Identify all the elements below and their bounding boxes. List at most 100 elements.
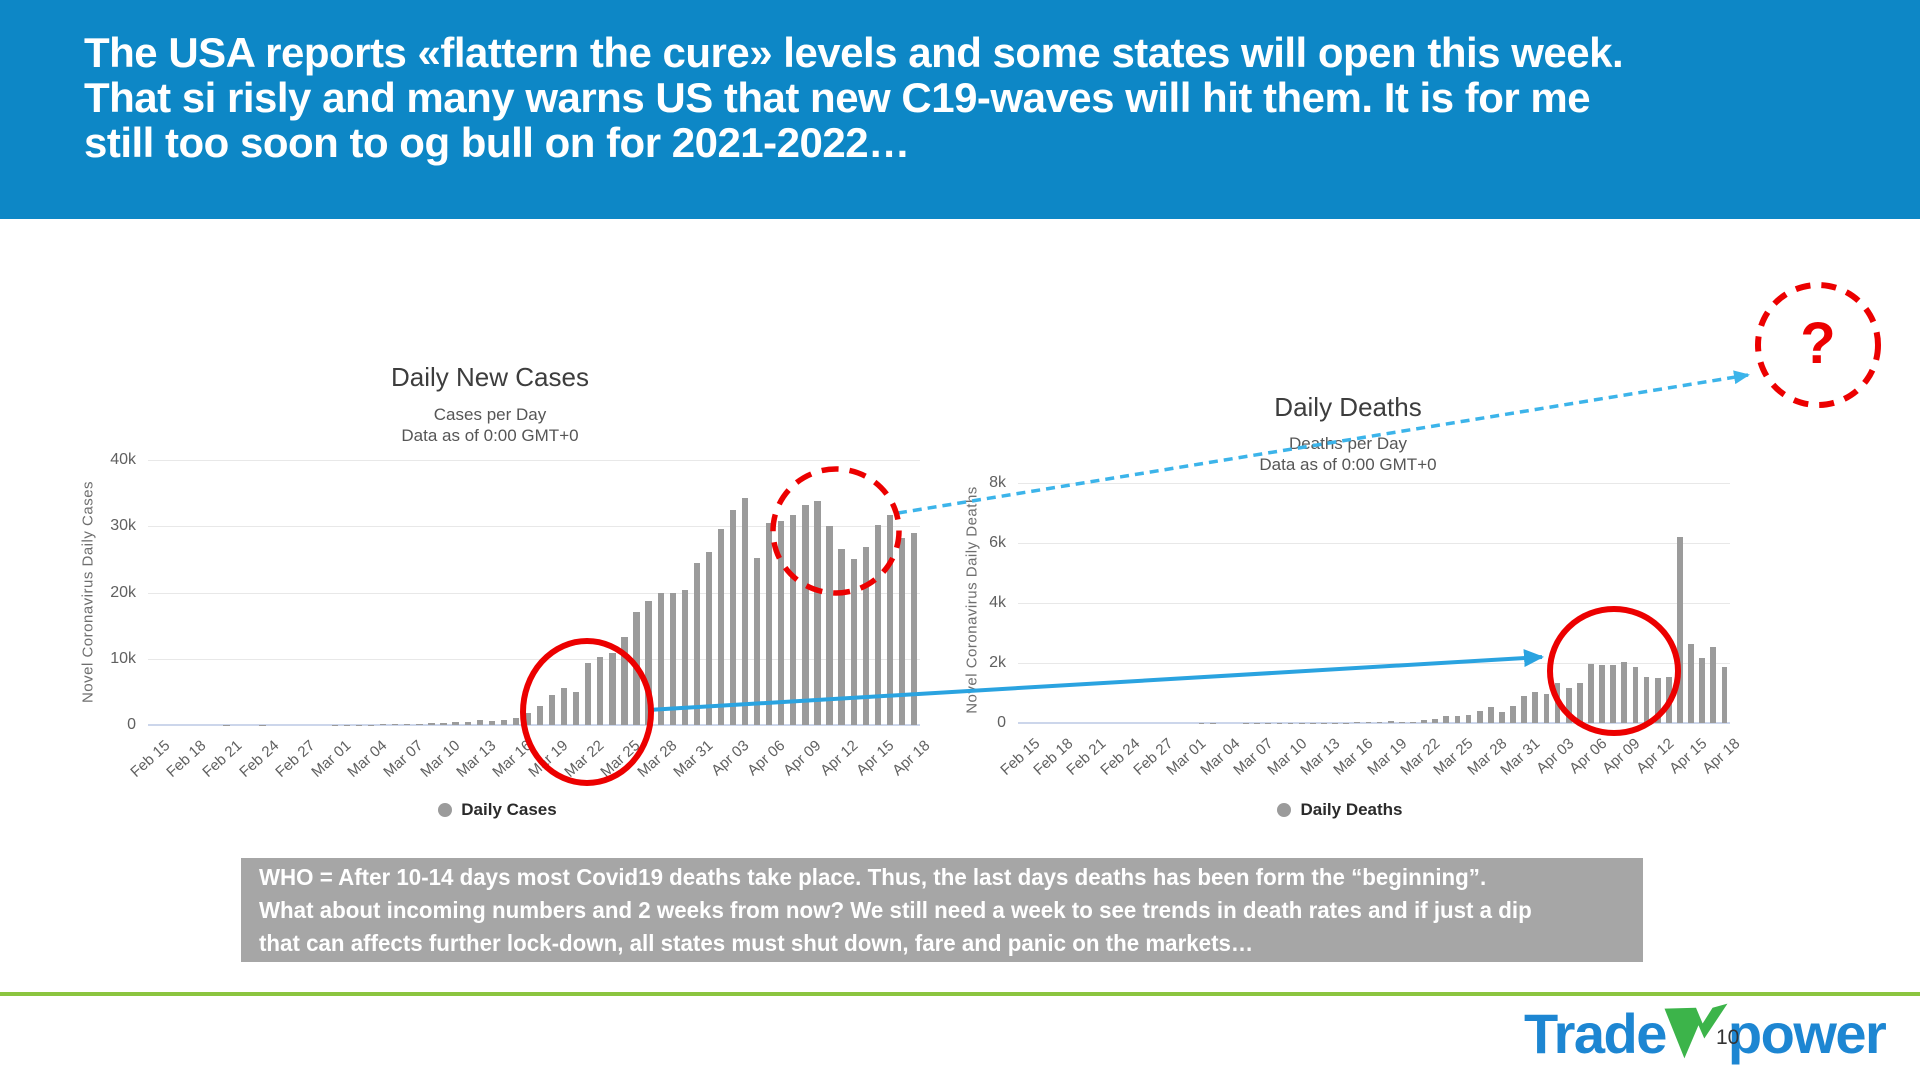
y-tick-label: 20k — [110, 583, 136, 601]
bar-daily-cases — [440, 723, 447, 725]
headline-line-3: still too soon to og bull on for 2021-20… — [84, 119, 910, 166]
deaths-legend-dot-icon — [1277, 803, 1292, 817]
x-tick-label: Apr 12 — [1632, 735, 1678, 778]
bar-daily-cases — [512, 718, 520, 725]
bar-daily-cases — [597, 656, 604, 725]
bar-daily-cases — [621, 637, 628, 725]
x-tick-label: Mar 10 — [416, 737, 463, 781]
bar-daily-cases — [585, 663, 592, 725]
bar-daily-deaths — [1710, 646, 1717, 723]
bar-daily-cases — [404, 724, 411, 725]
gridline — [1018, 483, 1730, 484]
bar-daily-cases — [657, 592, 664, 725]
x-tick-label: Mar 07 — [380, 737, 427, 781]
logo-text-trade: Trade — [1524, 1002, 1667, 1065]
x-tick-label: Mar 25 — [597, 737, 644, 781]
tradewpower-logo: Trade power — [1524, 1002, 1887, 1066]
bar-daily-deaths — [1521, 695, 1528, 723]
deaths-subtitle-line-1: Deaths per Day — [1288, 434, 1408, 453]
x-tick-label: Apr 03 — [708, 737, 753, 780]
bar-daily-deaths — [1443, 716, 1450, 723]
bar-daily-cases — [452, 722, 459, 725]
note-line-3: that can affects further lock-down, all … — [259, 929, 1254, 956]
bar-daily-cases — [826, 526, 833, 725]
bar-daily-deaths — [1588, 663, 1594, 723]
x-axis-line — [1018, 722, 1730, 724]
bar-daily-cases — [778, 520, 785, 725]
x-tick-label: Mar 04 — [344, 737, 391, 781]
question-mark: ? — [1800, 311, 1836, 376]
bar-daily-cases — [838, 548, 845, 725]
y-tick-label: 30k — [110, 517, 136, 535]
bar-daily-deaths — [1554, 683, 1561, 723]
bar-daily-deaths — [1610, 665, 1617, 723]
bar-daily-deaths — [1476, 710, 1483, 723]
page-number: 10 — [1716, 1026, 1740, 1049]
deaths-chart-subtitle: Deaths per Day Data as of 0:00 GMT+0 — [960, 433, 1736, 475]
bar-daily-deaths — [1465, 714, 1472, 723]
bar-daily-cases — [609, 652, 616, 725]
x-tick-label: Mar 22 — [561, 737, 608, 781]
x-tick-label: Mar 31 — [670, 737, 717, 781]
gridline — [1018, 543, 1730, 544]
bar-daily-cases — [392, 724, 399, 725]
bar-daily-deaths — [1699, 657, 1706, 723]
bar-daily-deaths — [1721, 667, 1728, 723]
y-tick-label: 0 — [997, 714, 1006, 731]
bar-daily-cases — [428, 723, 435, 725]
header-banner: The USA reports «flattern the cure» leve… — [0, 0, 1920, 219]
bar-daily-cases — [561, 687, 568, 725]
cases-legend-dot-icon — [438, 803, 453, 817]
deaths-subtitle-line-2: Data as of 0:00 GMT+0 — [1259, 455, 1437, 474]
x-tick-label: Feb 15 — [127, 737, 174, 781]
bar-daily-cases — [862, 547, 869, 725]
deaths-plot-area: 8k 6k 4k 2k 0 Feb 15 Feb 18 Feb 21 Feb 24 Feb 27 M… — [989, 474, 1744, 779]
bar-daily-deaths — [1365, 722, 1372, 723]
deaths-legend: Daily Deaths — [960, 800, 1720, 820]
note-line-1: WHO = After 10-14 days most Covid19 deat… — [259, 863, 1487, 890]
bar-daily-cases — [910, 532, 918, 725]
x-tick-label: Feb 18 — [163, 737, 210, 781]
x-tick-label: Mar 16 — [489, 737, 536, 781]
bar-daily-deaths — [1654, 678, 1661, 723]
cases-subtitle-line-1: Cases per Day — [433, 405, 547, 424]
bar-daily-cases — [524, 713, 532, 725]
bar-daily-cases — [766, 522, 773, 725]
y-tick-label: 8k — [989, 474, 1006, 491]
cases-chart-subtitle: Cases per Day Data as of 0:00 GMT+0 — [60, 404, 920, 446]
bar-daily-deaths — [1454, 715, 1461, 723]
x-tick-label: Mar 13 — [453, 737, 500, 781]
x-tick-label: Apr 09 — [780, 737, 825, 780]
y-tick-label: 6k — [989, 534, 1006, 551]
bar-daily-cases — [874, 525, 881, 725]
bar-daily-cases — [536, 706, 544, 725]
bar-daily-deaths — [1621, 661, 1628, 723]
bar-daily-cases — [645, 601, 652, 725]
bar-daily-cases — [717, 528, 725, 725]
deaths-chart-title: Daily Deaths — [1274, 392, 1422, 422]
bar-daily-cases — [488, 720, 495, 725]
bar-daily-cases — [754, 558, 761, 725]
bar-daily-cases — [741, 497, 749, 725]
x-tick-label: Apr 06 — [1566, 735, 1611, 778]
bar-daily-deaths — [1599, 664, 1605, 723]
x-tick-label: Mar 01 — [308, 737, 355, 781]
x-tick-label: Apr 06 — [744, 737, 789, 780]
bar-daily-cases — [790, 514, 797, 725]
bar-daily-cases — [500, 719, 507, 725]
x-tick-label: Apr 12 — [816, 737, 861, 780]
bar-daily-cases — [898, 538, 906, 725]
bar-daily-deaths — [1421, 719, 1427, 723]
bar-daily-cases — [573, 691, 580, 725]
cases-subtitle-line-2: Data as of 0:00 GMT+0 — [401, 426, 579, 445]
bar-daily-cases — [850, 558, 857, 725]
bar-daily-deaths — [1565, 688, 1572, 723]
x-tick-label: Feb 21 — [199, 737, 246, 781]
x-tick-label: Apr 15 — [1666, 735, 1711, 778]
bar-daily-deaths — [1410, 721, 1416, 723]
x-tick-label: Apr 15 — [852, 737, 898, 780]
deaths-legend-label: Daily Deaths — [1300, 800, 1403, 819]
x-tick-label: Mar 19 — [525, 737, 572, 781]
x-tick-label: Apr 03 — [1532, 735, 1577, 778]
